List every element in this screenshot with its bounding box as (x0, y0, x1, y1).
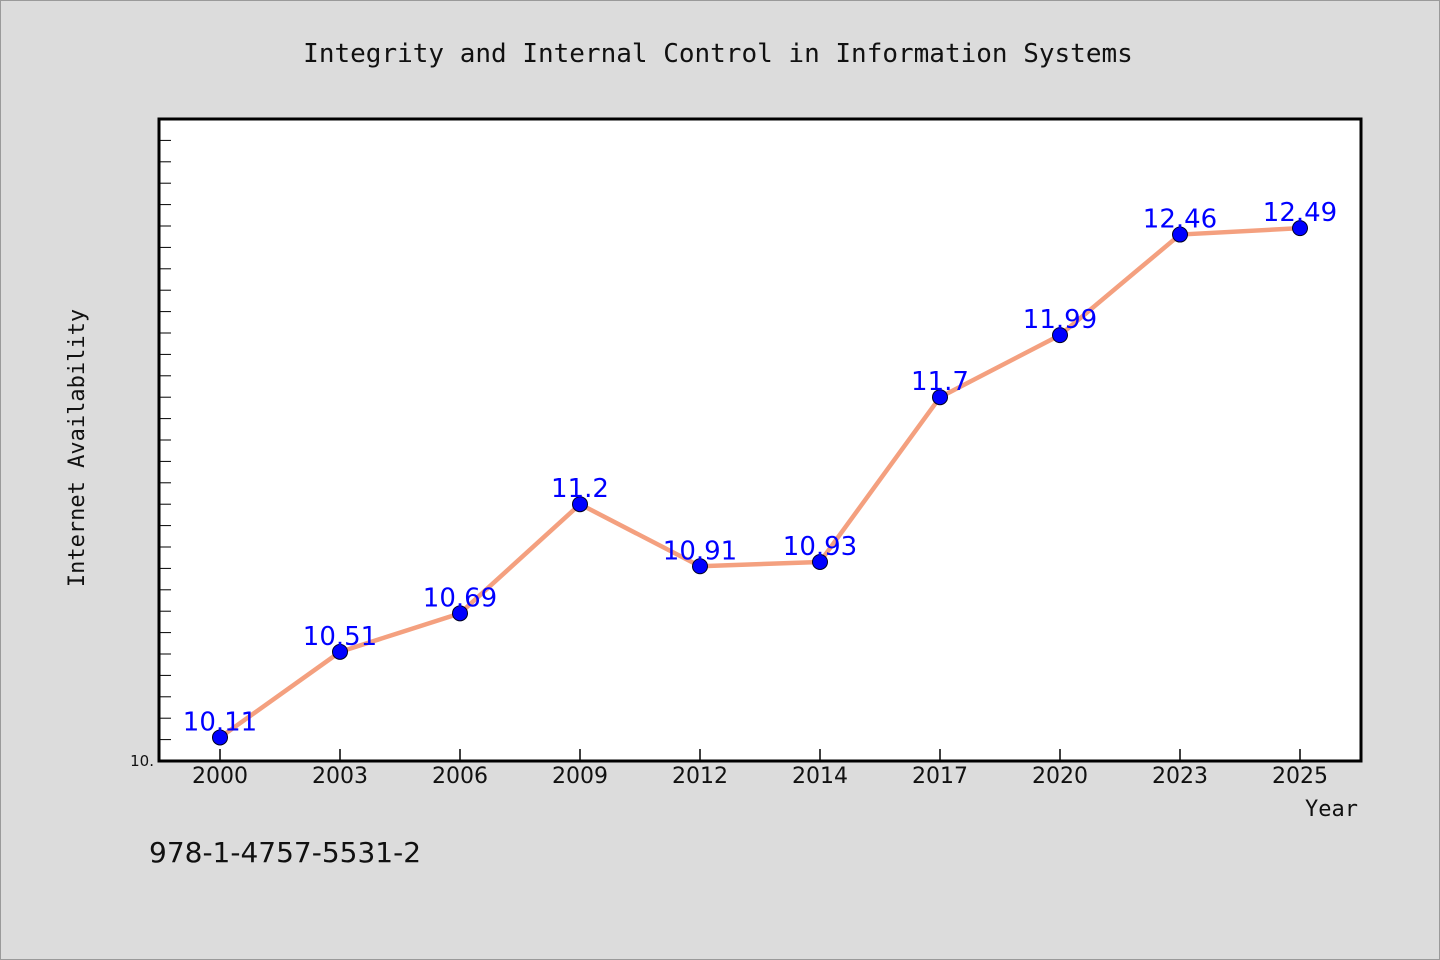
data-point-marker (212, 729, 228, 746)
chart-title: Integrity and Internal Control in Inform… (303, 39, 1133, 69)
x-tick-label: 2017 (912, 764, 968, 789)
x-axis-tick-labels: 2000 2003 2006 2009 2012 2014 2017 2020 2023 2025 (192, 764, 1328, 789)
series-line (218, 225, 1301, 740)
data-label: 11.99 (1023, 305, 1097, 335)
series-markers (212, 220, 1308, 746)
y-axis-ticks (159, 139, 171, 741)
x-tick-label: 2006 (432, 764, 488, 789)
data-label: 12.49 (1263, 198, 1337, 228)
data-point-marker (452, 605, 468, 622)
data-point-marker (812, 553, 828, 570)
data-point-marker (572, 496, 588, 513)
footnote-isbn: 978-1-4757-5531-2 (149, 836, 421, 869)
y-axis-title: Internet Availability (65, 309, 90, 587)
data-label: 10.93 (783, 532, 857, 562)
data-point-marker (1172, 226, 1188, 243)
x-tick-label: 2023 (1152, 764, 1208, 789)
x-tick-label: 2025 (1272, 764, 1328, 789)
data-label: 10.69 (423, 583, 497, 613)
data-point-marker (692, 558, 708, 575)
x-axis-title: Year (1305, 797, 1358, 822)
data-label: 10.11 (183, 707, 257, 737)
data-label: 10.91 (663, 536, 737, 566)
data-point-marker (1292, 220, 1308, 237)
x-tick-label: 2009 (552, 764, 608, 789)
data-point-marker (1052, 327, 1068, 344)
data-label: 11.2 (551, 474, 609, 504)
x-tick-label: 2003 (312, 764, 368, 789)
data-point-marker (932, 389, 948, 406)
x-tick-label: 2012 (672, 764, 728, 789)
x-axis-ticks (219, 749, 1301, 761)
data-label: 10.51 (303, 622, 377, 652)
data-labels: 10.11 10.51 10.69 11.2 10.91 10.93 11.7 11.99 12… (183, 198, 1337, 737)
y-tick-label: 10. (130, 752, 154, 770)
data-label: 12.46 (1143, 205, 1217, 235)
data-label: 11.7 (911, 367, 969, 397)
x-tick-label: 2014 (792, 764, 848, 789)
plot-area (157, 117, 1363, 763)
x-tick-label: 2000 (192, 764, 248, 789)
series-line-group (218, 225, 1301, 740)
x-tick-label: 2020 (1032, 764, 1088, 789)
data-point-marker (332, 643, 348, 660)
